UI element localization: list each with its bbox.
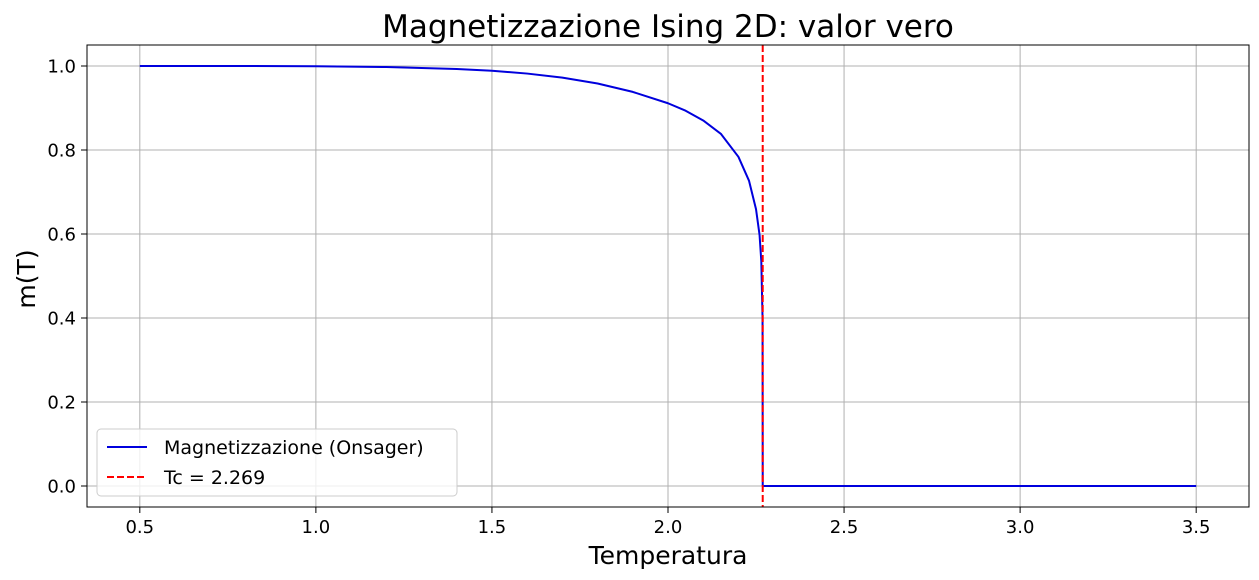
y-tick-label: 0.8 [47,141,76,162]
chart-title: Magnetizzazione Ising 2D: valor vero [382,9,954,45]
grid [87,45,1249,507]
x-tick-label: 3.0 [1006,517,1035,538]
x-tick-label: 2.0 [654,517,683,538]
x-tick-label: 1.5 [478,517,507,538]
x-axis-label: Temperatura [588,541,748,570]
x-tick-label: 0.5 [125,517,154,538]
x-tick-label: 2.5 [830,517,859,538]
x-tick-label: 3.5 [1182,517,1211,538]
ticks: 0.5 1.0 1.5 2.0 2.5 3.0 3.5 0.0 0.2 0.4 0.6 0.8 1.0 [47,57,1210,539]
y-axis-label: m(T) [12,249,41,308]
legend-box [96,428,458,497]
y-tick-label: 1.0 [47,57,76,78]
y-tick-label: 0.2 [47,393,76,414]
y-tick-label: 0.4 [47,309,76,330]
series-line-magnetizzazione [139,65,1197,487]
y-tick-label: 0.6 [47,225,76,246]
y-tick-label: 0.0 [47,477,76,498]
legend-label: Tc = 2.269 [163,467,265,489]
legend: Magnetizzazione (Onsager) Tc = 2.269 [96,428,458,497]
x-tick-label: 1.0 [302,517,331,538]
legend-label: Magnetizzazione (Onsager) [164,437,424,459]
plot-area [139,45,1197,507]
